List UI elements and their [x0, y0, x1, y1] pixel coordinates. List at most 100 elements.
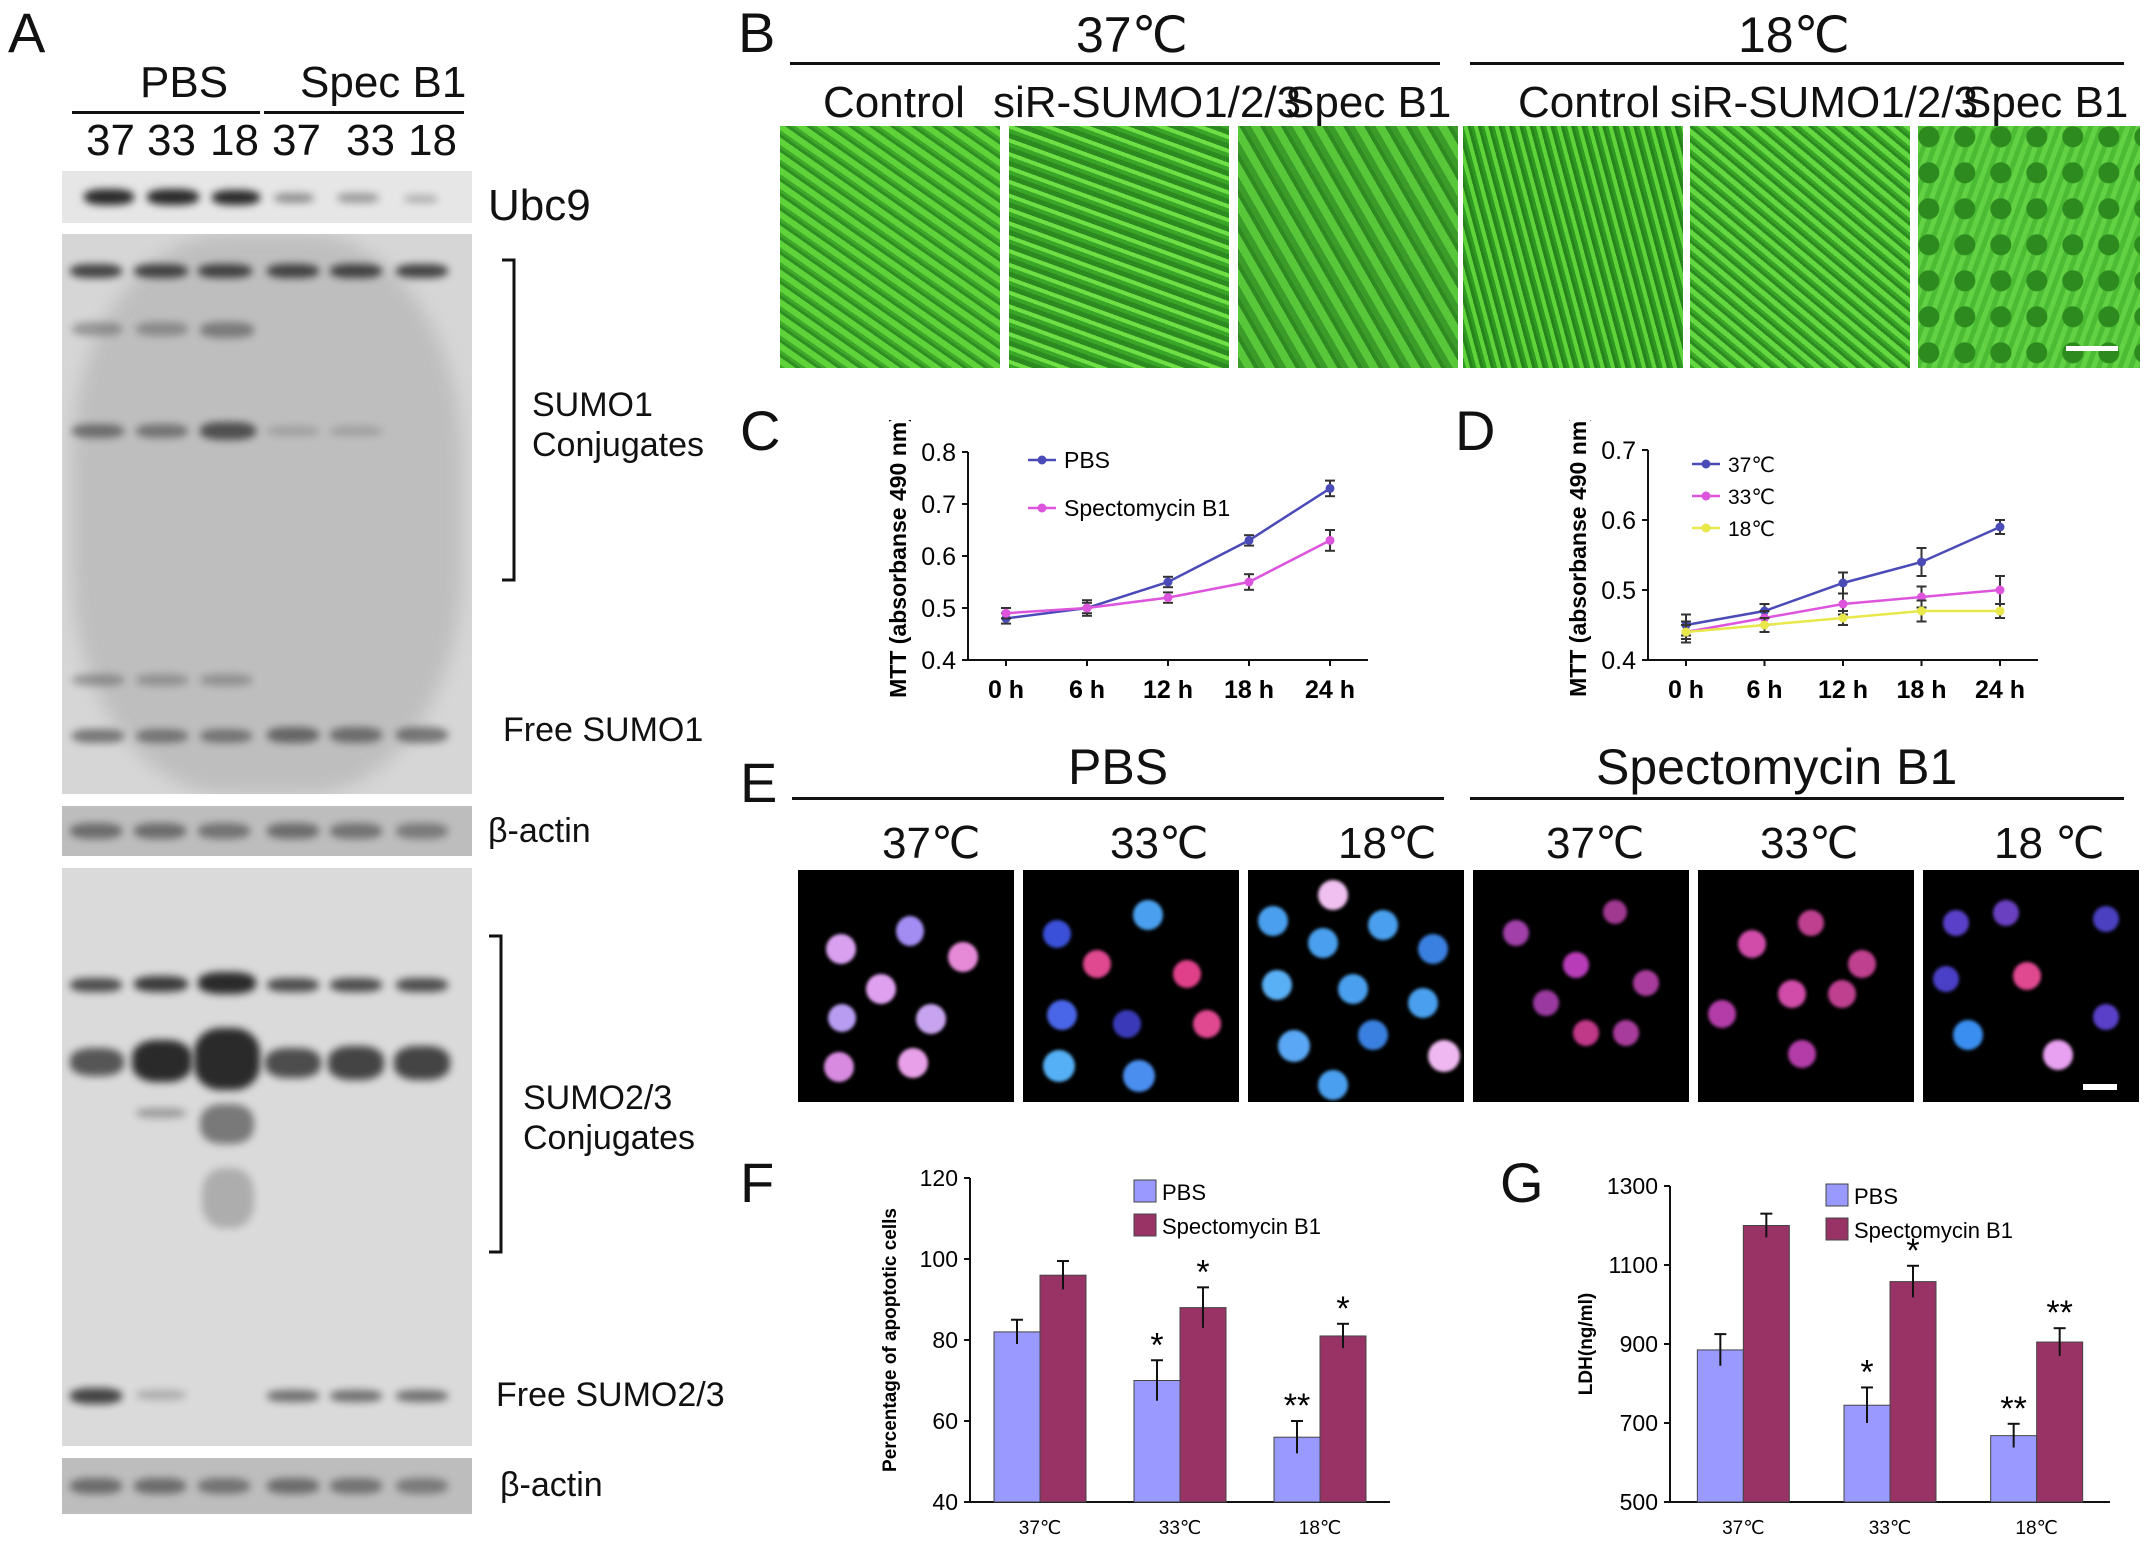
significance-marker: *: [1150, 1326, 1163, 1364]
condition-label: Control: [823, 78, 965, 127]
x-tick-label: 18℃: [2015, 1518, 2057, 1539]
data-point: [1325, 535, 1335, 545]
fluorescence-image: [1698, 870, 1914, 1102]
temp-label: 33℃: [1760, 819, 1859, 868]
legend-label: PBS: [1064, 447, 1110, 473]
data-point: [1995, 522, 2005, 532]
legend-marker: [1701, 459, 1711, 469]
legend-swatch: [1825, 1217, 1849, 1241]
legend-swatch: [1133, 1179, 1157, 1203]
y-tick-label: 0.5: [1601, 577, 1636, 605]
fluorescence-image: [1248, 870, 1464, 1102]
temp-label: 18℃: [1338, 819, 1437, 868]
x-tick-label: 37℃: [1722, 1518, 1764, 1539]
y-tick-label: 60: [932, 1408, 958, 1434]
actin2-blot: [62, 1458, 472, 1514]
scale-bar: [2066, 346, 2118, 351]
temp-18-underline: [1470, 62, 2124, 65]
x-tick-label: 33℃: [1869, 1518, 1911, 1539]
sumo23-bracket: [489, 934, 503, 1254]
y-tick-label: 0.5: [921, 595, 956, 623]
significance-marker: *: [1906, 1232, 1919, 1270]
y-tick-label: 0.7: [1601, 437, 1636, 465]
x-tick-label: 0 h: [1668, 676, 1704, 704]
data-point: [1325, 483, 1335, 493]
bar: [1742, 1225, 1790, 1503]
group-specb1-underline: [264, 111, 464, 114]
y-tick-label: 120: [920, 1165, 958, 1191]
legend-label: PBS: [1162, 1180, 1206, 1205]
panel-c-letter: C: [740, 399, 781, 462]
data-point: [1082, 603, 1092, 613]
lane-label: 37: [86, 116, 135, 165]
x-tick-label: 12 h: [1818, 676, 1868, 704]
temp-37-underline: [790, 62, 1440, 65]
y-axis-title: MTT (absorbanse 490 nm): [885, 420, 911, 698]
sumo23-blot: [62, 868, 472, 1446]
y-tick-label: 100: [920, 1246, 958, 1272]
data-point: [1163, 577, 1173, 587]
condition-label: Control: [1518, 78, 1660, 127]
bar: [2036, 1341, 2084, 1503]
group-spec-rule: [1470, 797, 2124, 800]
bar: [1889, 1281, 1937, 1503]
panel-d-letter: D: [1455, 399, 1496, 462]
y-tick-label: 500: [1620, 1489, 1658, 1515]
sumo23-conjugates-label: SUMO2/3 Conjugates: [523, 1079, 696, 1157]
legend-label: Spectomycin B1: [1854, 1218, 2013, 1243]
actin1-blot: [62, 806, 472, 856]
significance-marker: *: [1196, 1253, 1209, 1291]
significance-marker: **: [2046, 1294, 2072, 1332]
data-point: [1760, 620, 1769, 630]
x-tick-label: 24 h: [1975, 676, 2025, 704]
data-point: [1838, 599, 1848, 609]
legend-label: Spectomycin B1: [1162, 1214, 1321, 1239]
group-spec-title: Spectomycin B1: [1596, 739, 1958, 795]
x-tick-label: 24 h: [1305, 676, 1355, 704]
data-point: [1163, 593, 1173, 603]
temp-label: 18 ℃: [1994, 819, 2105, 868]
chart-c: 0.4 0.5 0.6 0.7 0.8 0 h 6 h 12 h 18 h 24 h MTT (ab…: [885, 420, 1368, 704]
condition-label: Spec B1: [1285, 78, 1452, 127]
significance-marker: **: [1284, 1387, 1310, 1425]
sumo1-bracket: [502, 258, 516, 582]
lane-label: 33: [346, 116, 395, 165]
x-tick-label: 6 h: [1069, 676, 1105, 704]
bar: [1039, 1274, 1087, 1503]
micrograph: [780, 126, 1000, 368]
y-tick-label: 900: [1620, 1331, 1658, 1357]
legend-label: Spectomycin B1: [1064, 495, 1230, 521]
panel-b-letter: B: [738, 1, 776, 64]
actin2-label: β-actin: [500, 1466, 603, 1504]
y-tick-label: 1100: [1609, 1252, 1658, 1278]
group-pbs-title: PBS: [1068, 739, 1169, 795]
significance-marker: *: [1860, 1353, 1873, 1391]
ubc9-label: Ubc9: [488, 181, 591, 230]
legend-marker: [1037, 503, 1047, 513]
data-point: [1995, 606, 2005, 616]
legend-label: 18℃: [1728, 518, 1775, 541]
legend-marker: [1701, 523, 1711, 533]
data-point: [1995, 585, 2005, 595]
chart-f: 40 60 80 100 120 Percentage of apoptotic cell…: [880, 1165, 1390, 1539]
y-tick-label: 0.4: [921, 647, 956, 675]
fluorescence-image: [1473, 870, 1689, 1102]
lane-label: 18: [210, 116, 259, 165]
data-point: [1244, 577, 1254, 587]
panel-a-letter: A: [8, 1, 46, 64]
temp-label: 33℃: [1110, 819, 1209, 868]
bar: [1179, 1307, 1227, 1503]
panel-g-letter: G: [1500, 1151, 1544, 1214]
free-sumo23-label: Free SUMO2/3: [496, 1376, 725, 1414]
significance-marker: *: [1336, 1290, 1349, 1328]
bar: [1696, 1349, 1744, 1503]
y-tick-label: 80: [932, 1327, 958, 1353]
panel-e-letter: E: [740, 751, 778, 814]
x-tick-label: 6 h: [1746, 676, 1782, 704]
data-point: [1838, 578, 1848, 588]
temp-label: 37℃: [1546, 819, 1645, 868]
panel-f-letter: F: [740, 1151, 775, 1214]
chart-d: 0.4 0.5 0.6 0.7 0 h 6 h 12 h 18 h 24 h MTT (absor…: [1565, 420, 2038, 704]
y-axis-title: LDH(ng/ml): [1576, 1293, 1597, 1395]
x-tick-label: 18 h: [1896, 676, 1946, 704]
